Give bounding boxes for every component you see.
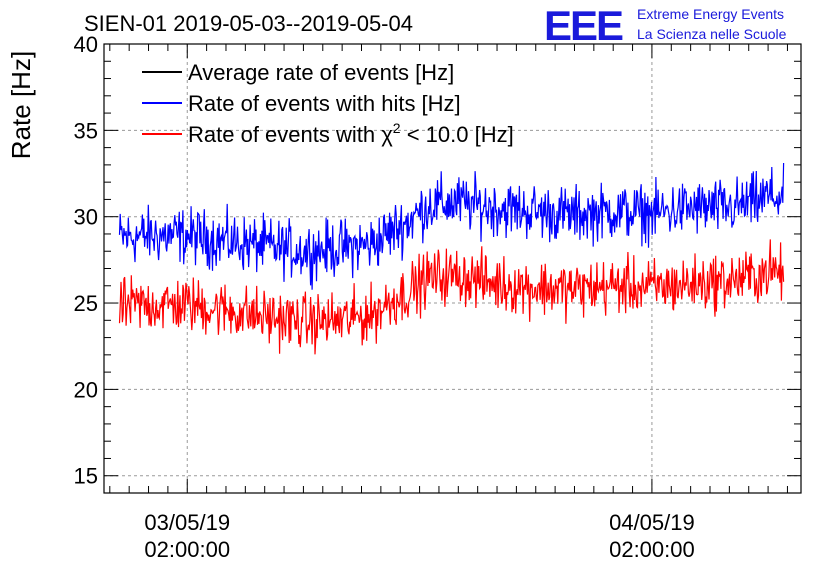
chart-title: SIEN-01 2019-05-03--2019-05-04: [84, 11, 413, 36]
y-tick-label: 25: [74, 291, 98, 316]
series-line-hits: [118, 162, 785, 290]
x-tick-label-date: 04/05/19: [609, 510, 695, 535]
legend-chi2-suffix: < 10.0 [Hz]: [401, 122, 514, 147]
legend-chi2-prefix: Rate of events with: [188, 122, 381, 147]
legend: Average rate of events [Hz] Rate of even…: [142, 60, 514, 147]
legend-label-chi2: Rate of events with χ2 < 10.0 [Hz]: [188, 120, 514, 147]
y-axis-ticks: 15 20 25 30 35 40: [74, 32, 801, 494]
eee-logo-mark: EEE: [544, 2, 623, 49]
y-tick-label: 40: [74, 32, 98, 57]
legend-label-hits: Rate of events with hits [Hz]: [188, 91, 461, 116]
x-tick-label-date: 03/05/19: [144, 510, 230, 535]
x-tick-label-time: 02:00:00: [144, 537, 230, 562]
y-tick-label: 30: [74, 205, 98, 230]
y-axis-label: Rate [Hz]: [6, 51, 36, 159]
legend-label-average: Average rate of events [Hz]: [188, 60, 454, 85]
legend-chi2-superscript: 2: [393, 120, 401, 136]
eee-logo-line2: La Scienza nelle Scuole: [637, 26, 787, 42]
eee-logo: EEE Extreme Energy Events La Scienza nel…: [544, 2, 787, 49]
legend-chi2-symbol: χ: [381, 122, 393, 147]
y-tick-label: 20: [74, 377, 98, 402]
series-line-chi2: [118, 239, 785, 355]
y-tick-label: 15: [74, 464, 98, 489]
series-lines: [118, 162, 785, 355]
y-tick-label: 35: [74, 118, 98, 143]
x-tick-label-time: 02:00:00: [609, 537, 695, 562]
eee-logo-line1: Extreme Energy Events: [637, 6, 784, 22]
